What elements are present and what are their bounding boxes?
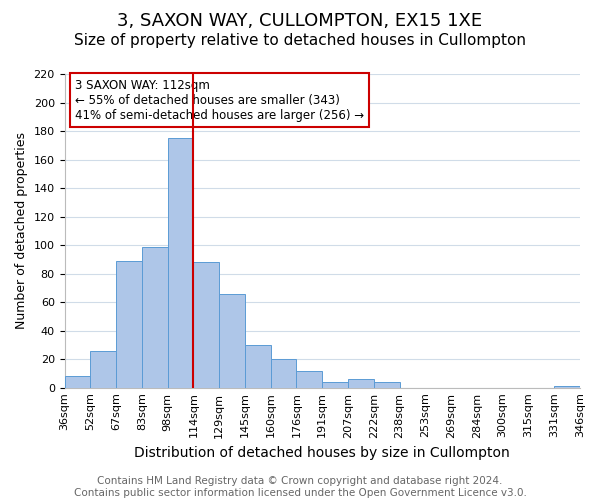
Bar <box>142 246 167 388</box>
Bar <box>271 359 296 388</box>
Bar <box>116 261 142 388</box>
Text: 3 SAXON WAY: 112sqm
← 55% of detached houses are smaller (343)
41% of semi-detac: 3 SAXON WAY: 112sqm ← 55% of detached ho… <box>75 78 364 122</box>
Bar <box>245 345 271 388</box>
Bar <box>554 386 580 388</box>
Text: 3, SAXON WAY, CULLOMPTON, EX15 1XE: 3, SAXON WAY, CULLOMPTON, EX15 1XE <box>118 12 482 30</box>
Text: Size of property relative to detached houses in Cullompton: Size of property relative to detached ho… <box>74 32 526 48</box>
Bar <box>348 379 374 388</box>
Bar <box>296 370 322 388</box>
Y-axis label: Number of detached properties: Number of detached properties <box>15 132 28 330</box>
Bar <box>91 350 116 388</box>
Text: Contains HM Land Registry data © Crown copyright and database right 2024.
Contai: Contains HM Land Registry data © Crown c… <box>74 476 526 498</box>
Bar <box>167 138 193 388</box>
X-axis label: Distribution of detached houses by size in Cullompton: Distribution of detached houses by size … <box>134 446 510 460</box>
Bar <box>193 262 219 388</box>
Bar <box>219 294 245 388</box>
Bar <box>322 382 348 388</box>
Bar <box>65 376 91 388</box>
Bar <box>374 382 400 388</box>
